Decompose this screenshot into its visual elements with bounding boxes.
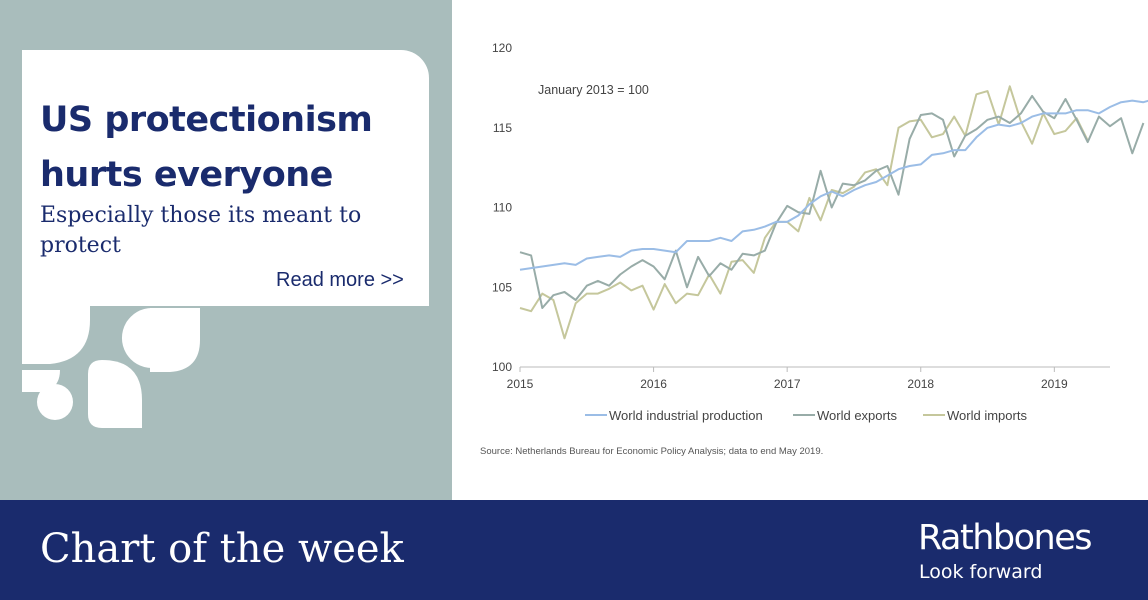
footer-bar: Chart of the week Rathbones Look forward <box>0 500 1148 600</box>
headline: US protectionism hurts everyone <box>40 100 373 195</box>
y-tick-label: 100 <box>492 360 512 374</box>
headline-bubble <box>22 50 429 306</box>
left-panel: US protectionism hurts everyone Especial… <box>0 0 452 500</box>
y-tick-label: 105 <box>492 280 512 294</box>
legend-label-3: World imports <box>947 408 1027 423</box>
line-chart: 100 105 110 115 120 2015 2016 2017 2018 2019 Janua… <box>492 41 1148 423</box>
x-tick-label: 2016 <box>640 377 667 391</box>
y-tick-label: 120 <box>492 41 512 55</box>
shape-top-left <box>22 300 90 364</box>
x-tick-label: 2019 <box>1041 377 1068 391</box>
series-line-3 <box>519 85 1089 340</box>
shape-right-wedge <box>150 308 200 372</box>
y-tick-label: 115 <box>493 121 512 135</box>
decorative-shapes <box>22 300 200 428</box>
series-line-1 <box>519 99 1148 271</box>
x-tick-label: 2017 <box>774 377 801 391</box>
shape-small-circle <box>37 384 73 420</box>
x-tick-label: 2015 <box>507 377 534 391</box>
chart-area: 100 105 110 115 120 2015 2016 2017 2018 2019 Janua… <box>452 0 1148 500</box>
subheadline: Especially those its meant to protect <box>40 203 362 258</box>
brand-tagline: Look forward <box>919 561 1043 583</box>
shape-bottom-center <box>88 360 142 428</box>
footer-title: Chart of the week <box>40 526 404 572</box>
chart-annotation: January 2013 = 100 <box>538 83 649 97</box>
series-line-2 <box>519 94 1145 309</box>
legend-label-2: World exports <box>817 408 897 423</box>
source-note: Source: Netherlands Bureau for Economic … <box>480 446 824 457</box>
y-tick-label: 110 <box>493 201 512 215</box>
legend-label-1: World industrial production <box>609 408 763 423</box>
brand-name: Rathbones <box>918 518 1092 558</box>
read-more-link[interactable]: Read more >> <box>276 269 404 291</box>
x-tick-label: 2018 <box>907 377 934 391</box>
